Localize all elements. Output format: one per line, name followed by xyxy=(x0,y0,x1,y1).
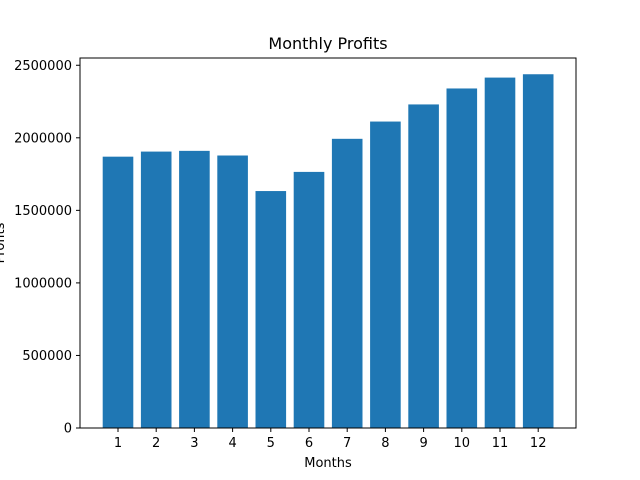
y-tick-label: 2000000 xyxy=(14,131,72,146)
bar-month-1 xyxy=(102,156,134,429)
x-tick-label: 3 xyxy=(190,436,198,451)
chart-title: Monthly Profits xyxy=(268,34,387,53)
x-tick-label: 11 xyxy=(492,436,509,451)
x-tick-label: 8 xyxy=(381,436,389,451)
x-tick-label: 1 xyxy=(114,436,122,451)
y-tick-label: 1000000 xyxy=(14,276,72,291)
bar-month-10 xyxy=(446,88,478,428)
x-tick-label: 6 xyxy=(305,436,313,451)
x-axis-label: Months xyxy=(304,456,352,471)
bar-month-6 xyxy=(293,171,325,428)
bar-month-2 xyxy=(140,151,172,428)
bars-group xyxy=(102,74,554,429)
plot-area-frame xyxy=(79,57,577,429)
bar-month-8 xyxy=(370,121,401,429)
y-tick-label: 500000 xyxy=(22,349,72,364)
bar-month-9 xyxy=(408,104,439,429)
bar-month-3 xyxy=(179,150,210,429)
bar-month-7 xyxy=(331,138,363,428)
x-ticks-group: 1 2 3 4 5 6 7 8 9 10 11 12 xyxy=(114,428,547,451)
y-tick-label: 1500000 xyxy=(14,204,72,219)
x-tick-label: 10 xyxy=(454,436,471,451)
y-tick-label: 2500000 xyxy=(14,59,72,74)
bar-month-4 xyxy=(217,155,248,428)
bar-month-11 xyxy=(484,77,516,428)
y-axis-label: Profits xyxy=(0,222,8,263)
y-ticks-group: 0 500000 1000000 1500000 2000000 2500000 xyxy=(14,59,80,437)
x-tick-label: 5 xyxy=(267,436,275,451)
x-tick-label: 12 xyxy=(530,436,547,451)
x-tick-label: 2 xyxy=(152,436,160,451)
bar-month-12 xyxy=(522,74,554,428)
x-tick-label: 7 xyxy=(343,436,351,451)
y-tick-label: 0 xyxy=(64,422,72,437)
x-tick-label: 4 xyxy=(228,436,236,451)
x-tick-label: 9 xyxy=(419,436,427,451)
bar-month-5 xyxy=(255,191,287,428)
